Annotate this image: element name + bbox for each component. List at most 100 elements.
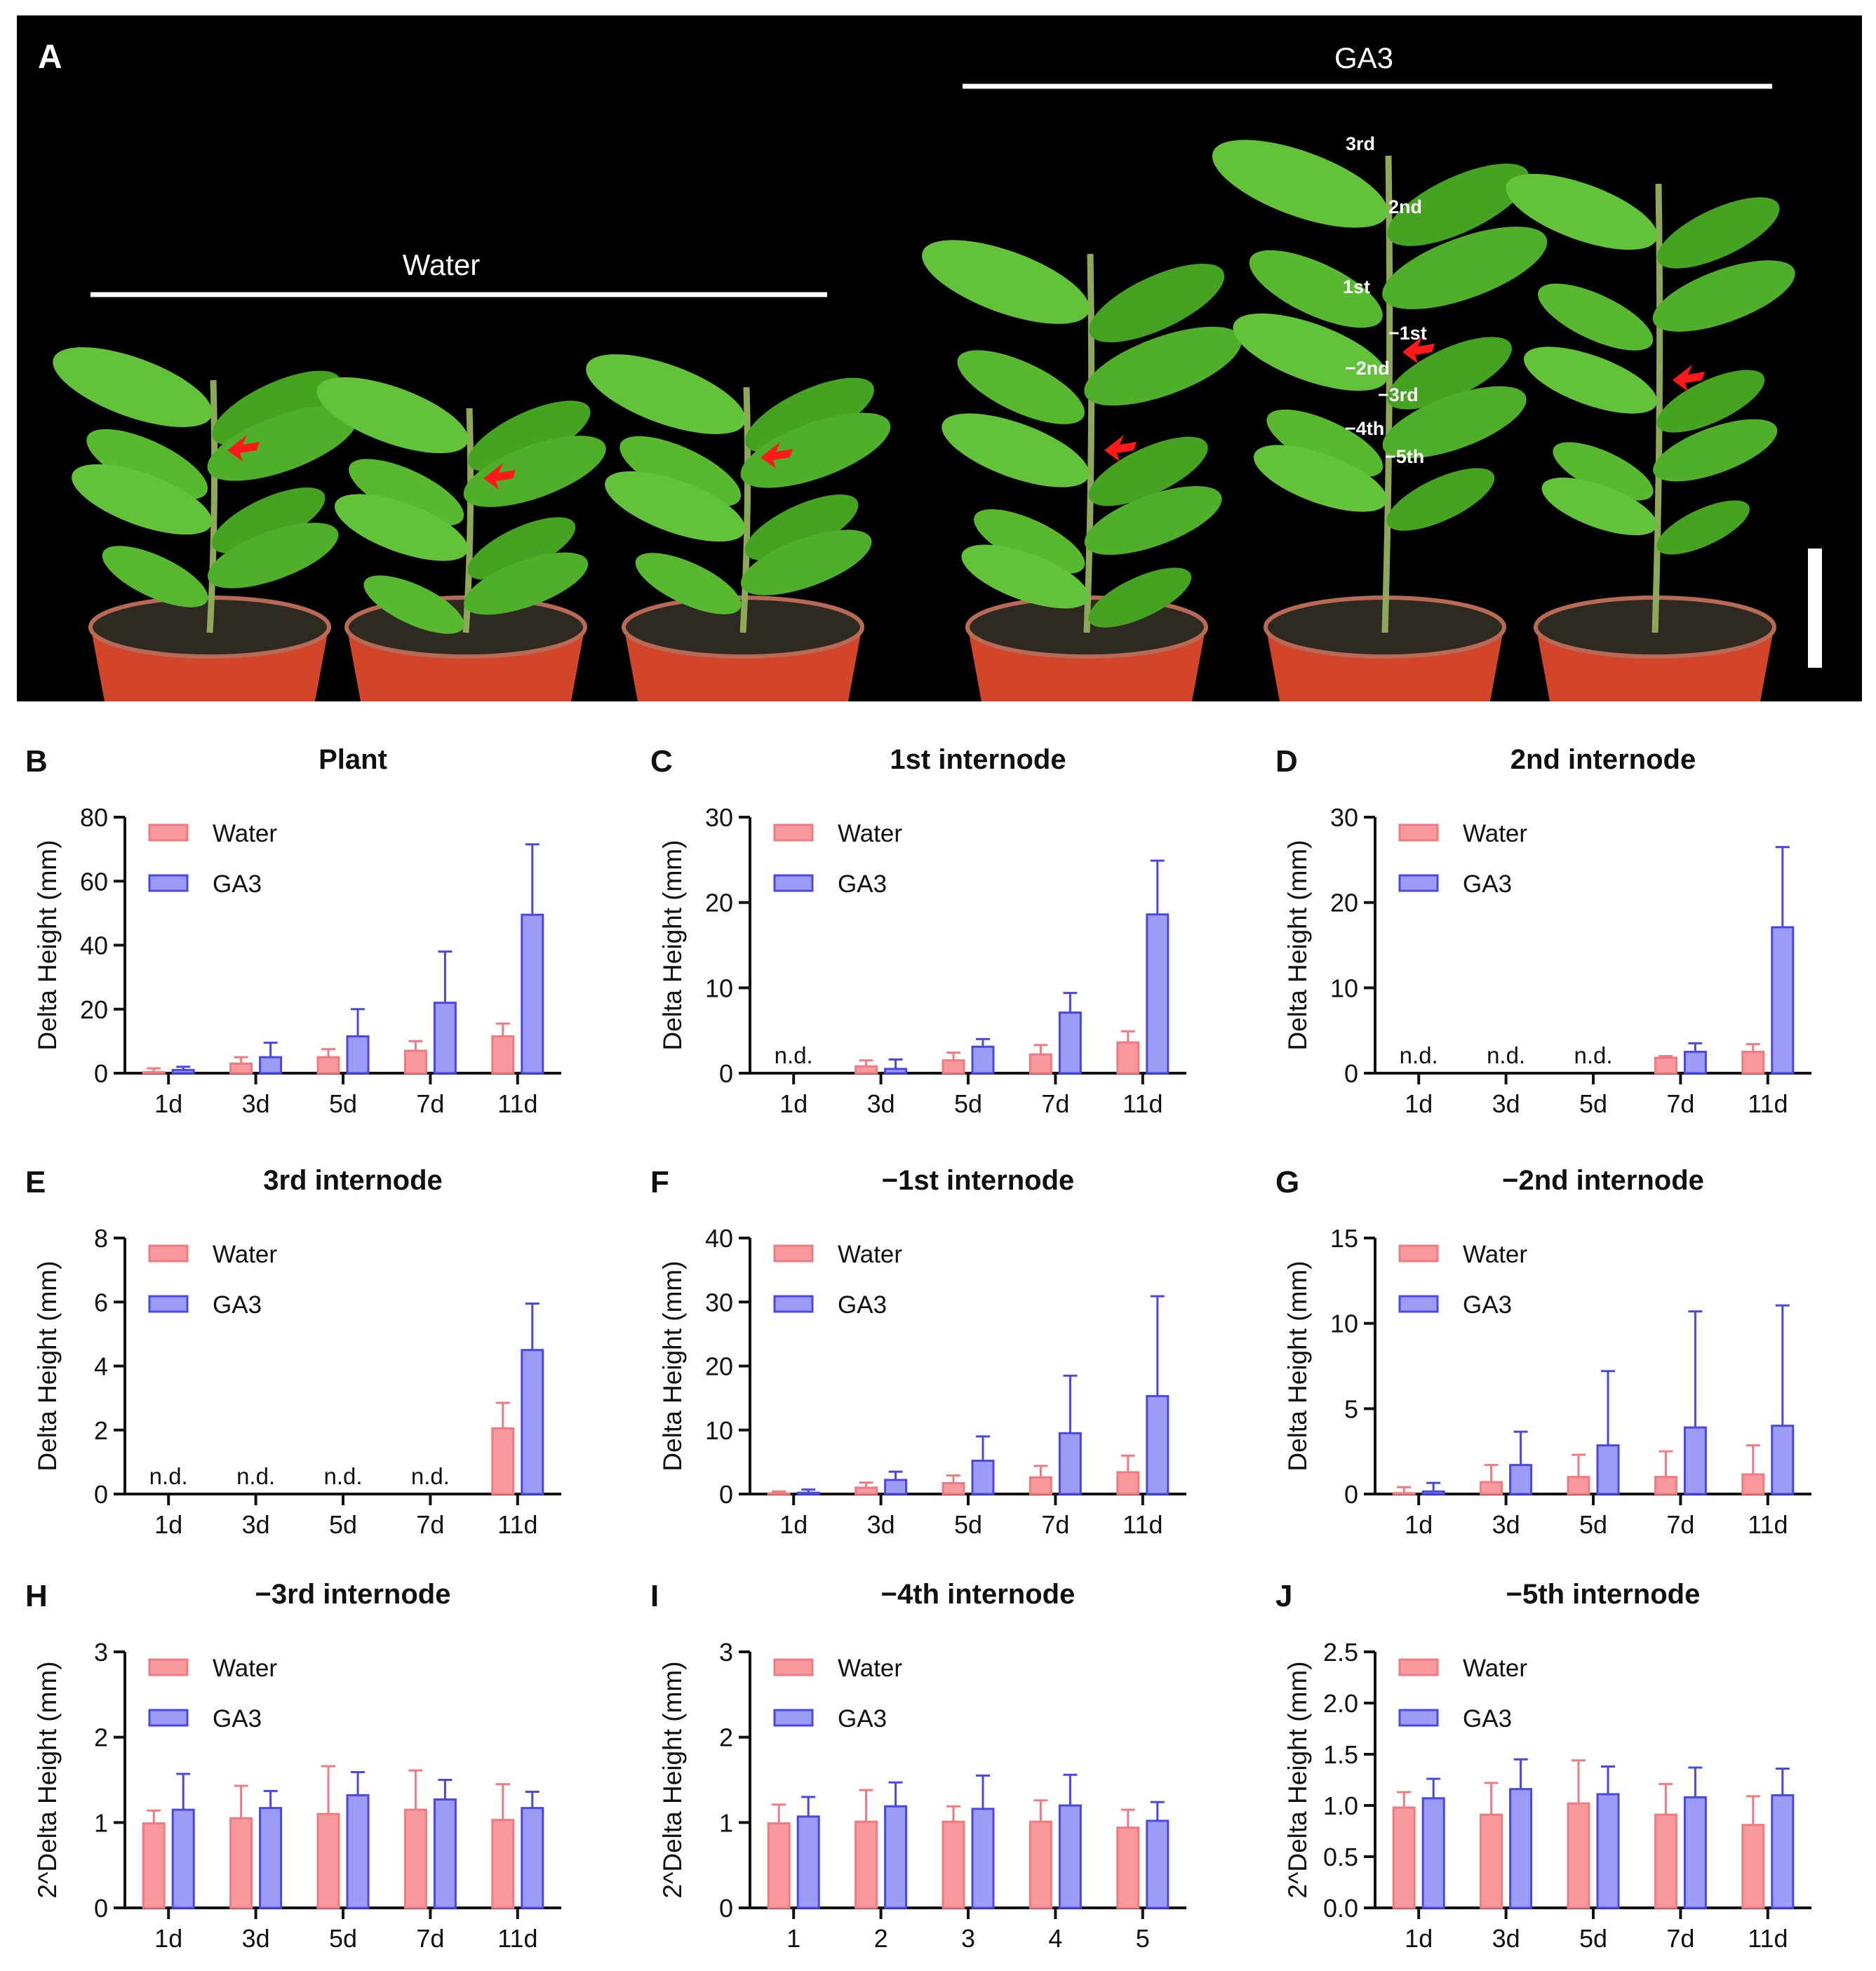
y-axis-label: Delta Height (mm): [658, 840, 687, 1050]
red-arrow-icon: [1402, 337, 1435, 363]
leaf: [335, 494, 469, 561]
stem: [1083, 253, 1095, 633]
legend-label-water: Water: [838, 1655, 902, 1682]
bar-ga3: [1421, 1797, 1445, 1909]
x-tick-label: 7d: [1666, 1510, 1694, 1539]
chart-panel-d: D 2nd internode 0 10 20 30 Delta Height (mm) 1d…: [1275, 744, 1811, 1118]
leaf: [86, 429, 208, 500]
leaf: [1233, 313, 1388, 391]
bar-water: [767, 1492, 791, 1495]
x-tick-label: 7d: [1666, 1924, 1694, 1953]
y-tick-label: 8: [94, 1224, 108, 1253]
legend-swatch-water: [148, 1658, 189, 1676]
bar-water: [316, 1056, 340, 1075]
bar-water: [1029, 1820, 1052, 1909]
legend-label-water: Water: [838, 1241, 902, 1268]
legend-swatch-water: [1398, 1244, 1439, 1263]
legend-label-water: Water: [1463, 1655, 1527, 1682]
legend-swatch-water: [1398, 823, 1439, 842]
y-axis-label: Delta Height (mm): [33, 840, 62, 1050]
chart-panel-b: B Plant 0 20 40 60 80 Delta Height (mm) 1d 3d 5d 7d…: [25, 744, 561, 1118]
bar-water: [1116, 1041, 1140, 1075]
y-axis-label: Delta Height (mm): [33, 1260, 62, 1471]
nd-annotation: n.d.: [1574, 1042, 1612, 1068]
bar-ga3: [1509, 1464, 1533, 1495]
chart-panel-f: F −1st internode 0 10 20 30 40 Delta Height (mm…: [650, 1165, 1186, 1539]
leaf: [207, 405, 358, 481]
y-axis-label: 2^Delta Height (mm): [1283, 1661, 1312, 1898]
leaf: [316, 377, 469, 454]
y-tick-label: 1: [94, 1808, 108, 1837]
y-axis-label: 2^Delta Height (mm): [33, 1661, 62, 1898]
stem: [206, 379, 218, 633]
panel-letter: F: [650, 1165, 669, 1199]
panel-letter: D: [1275, 744, 1298, 779]
bar-water: [1480, 1481, 1503, 1495]
y-tick-label: 5: [1344, 1394, 1358, 1423]
bar-water: [1741, 1051, 1765, 1075]
leaf: [1266, 409, 1383, 478]
legend-label-water: Water: [1463, 820, 1527, 847]
y-tick-label: 1: [719, 1808, 733, 1837]
bar-water: [316, 1812, 340, 1909]
x-tick-label: 7d: [416, 1089, 444, 1118]
y-tick-label: 40: [705, 1224, 733, 1253]
y-tick-label: 2.5: [1323, 1638, 1358, 1667]
x-tick-label: 5: [1136, 1924, 1150, 1953]
y-tick-label: 0: [719, 1480, 733, 1509]
x-tick-label: 5d: [329, 1924, 357, 1953]
x-tick-label: 1d: [779, 1089, 808, 1118]
bar-water: [1567, 1802, 1590, 1909]
bar-ga3: [521, 1807, 544, 1909]
plant-4: [922, 240, 1242, 701]
x-tick-label: 3d: [1492, 1924, 1520, 1953]
bar-ga3: [521, 1349, 544, 1495]
y-axis-label: Delta Height (mm): [1283, 1260, 1312, 1471]
y-tick-label: 0: [94, 1059, 108, 1088]
y-axis-label: Delta Height (mm): [658, 1260, 687, 1471]
x-tick-label: 5d: [329, 1089, 357, 1118]
leaf: [1386, 468, 1495, 531]
stem: [739, 386, 751, 633]
label-neg-4th: −4th: [1345, 418, 1384, 439]
label-neg-1st: −1st: [1388, 323, 1427, 344]
bar-ga3: [1058, 1011, 1082, 1075]
leaf: [1541, 477, 1657, 536]
legend-label-water: Water: [213, 1655, 277, 1682]
y-tick-label: 2: [94, 1723, 108, 1752]
bar-water: [229, 1062, 253, 1075]
x-tick-label: 1d: [1405, 1510, 1433, 1539]
y-tick-label: 60: [80, 867, 108, 896]
legend-label-ga3: GA3: [1463, 1291, 1512, 1319]
red-arrow-icon: [761, 442, 793, 469]
bar-ga3: [971, 1045, 995, 1075]
legend-swatch-ga3: [773, 874, 814, 892]
leaf: [212, 370, 341, 446]
leaf: [942, 413, 1090, 487]
leaf: [1084, 485, 1222, 556]
bar-ga3: [1421, 1490, 1445, 1495]
x-tick-label: 11d: [1123, 1510, 1163, 1539]
legend-label-ga3: GA3: [1463, 870, 1512, 898]
panel-letter: I: [650, 1579, 659, 1613]
bar-water: [1029, 1053, 1052, 1075]
legend-label-ga3: GA3: [213, 1291, 262, 1319]
bar-ga3: [171, 1068, 195, 1075]
nd-annotation: n.d.: [775, 1042, 813, 1068]
label-3rd: 3rd: [1346, 133, 1375, 154]
bar-water: [767, 1822, 791, 1909]
x-tick-label: 11d: [1123, 1089, 1163, 1118]
panel-letter: J: [1275, 1579, 1292, 1613]
chart-title: −2nd internode: [1502, 1165, 1704, 1196]
bar-ga3: [1771, 1794, 1795, 1909]
y-tick-label: 0: [1344, 1480, 1358, 1509]
label-1st: 1st: [1343, 276, 1370, 297]
chart-title: −1st internode: [882, 1165, 1075, 1196]
leaf: [464, 552, 589, 615]
leaf: [1506, 173, 1658, 250]
y-tick-label: 20: [705, 889, 733, 917]
bar-water: [1741, 1824, 1765, 1909]
label-neg-3rd: −3rd: [1378, 384, 1419, 405]
plant-1: [53, 347, 358, 701]
